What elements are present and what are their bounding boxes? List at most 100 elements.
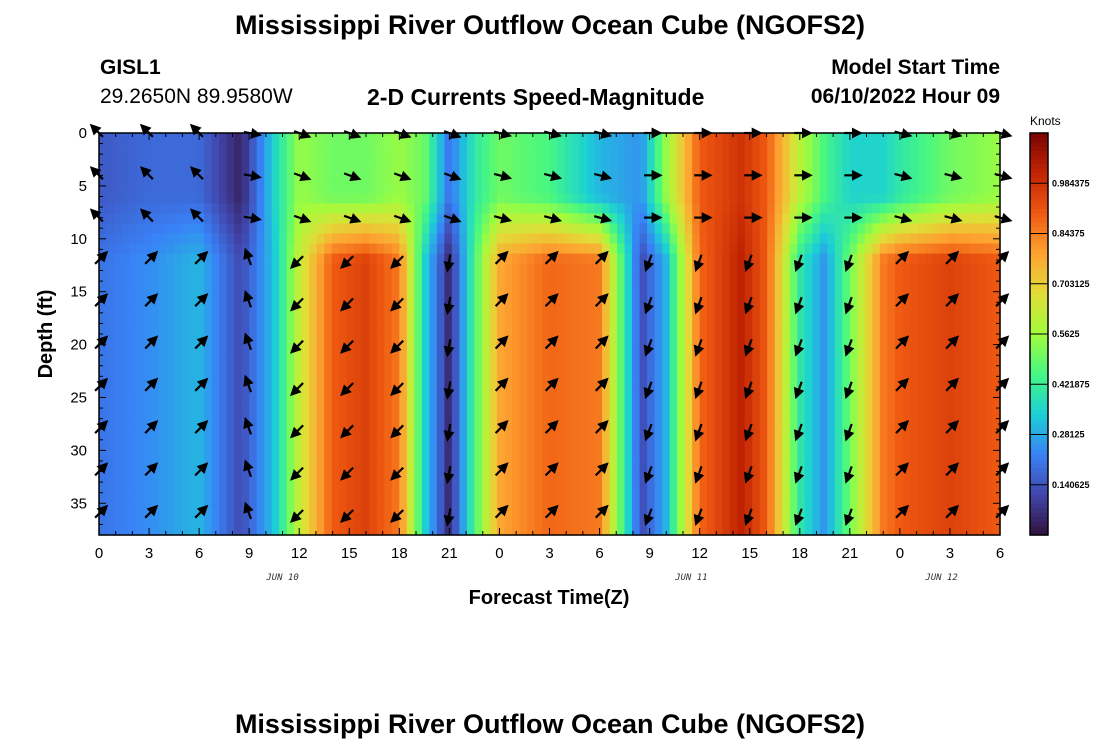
heatmap-cell xyxy=(249,163,258,174)
heatmap-cell xyxy=(564,303,573,315)
heatmap-cell xyxy=(969,504,979,516)
heatmap-cell xyxy=(181,303,190,315)
heatmap-cell xyxy=(181,334,190,345)
heatmap-cell xyxy=(114,484,123,496)
heatmap-cell xyxy=(887,303,896,315)
heatmap-cell xyxy=(722,464,731,476)
heatmap-cell xyxy=(489,454,498,466)
heatmap-cell xyxy=(549,414,558,426)
heatmap-cell xyxy=(294,163,303,174)
heatmap-cell xyxy=(144,283,153,295)
current-vector-arrow xyxy=(543,170,563,182)
heatmap-cell xyxy=(391,414,400,426)
heatmap-cell xyxy=(977,183,986,194)
heatmap-cell xyxy=(241,434,250,446)
heatmap-cell xyxy=(632,384,641,395)
current-vector-arrow xyxy=(743,339,755,357)
heatmap-cell xyxy=(406,434,415,446)
heatmap-cell xyxy=(842,364,851,375)
heatmap-cell xyxy=(647,203,656,214)
heatmap-cell xyxy=(609,374,618,385)
heatmap-cell xyxy=(331,474,340,486)
heatmap-cell xyxy=(654,464,663,476)
heatmap-cell xyxy=(286,303,295,315)
heatmap-cell xyxy=(316,323,325,335)
heatmap-cell xyxy=(827,213,836,225)
current-vector-arrow xyxy=(743,466,755,484)
heatmap-cell xyxy=(354,243,363,255)
heatmap-cell xyxy=(849,484,858,496)
heatmap-cell xyxy=(557,163,566,174)
heatmap-cell xyxy=(722,273,731,285)
heatmap-cell xyxy=(887,233,896,245)
heatmap-cell xyxy=(722,183,731,194)
heatmap-cell xyxy=(339,223,348,235)
heatmap-cell xyxy=(849,203,858,214)
current-vector-arrow xyxy=(494,335,509,350)
heatmap-cell xyxy=(947,374,956,385)
heatmap-cell xyxy=(174,384,183,395)
heatmap-cell xyxy=(692,233,701,245)
heatmap-cell xyxy=(541,163,551,174)
heatmap-cell xyxy=(504,434,513,446)
heatmap-cell xyxy=(992,193,1001,204)
heatmap-cell xyxy=(369,364,378,375)
heatmap-cell xyxy=(924,153,934,164)
heatmap-cell xyxy=(376,424,385,436)
heatmap-cell xyxy=(602,313,611,325)
heatmap-cell xyxy=(504,464,513,476)
heatmap-cell xyxy=(924,273,934,285)
heatmap-cell xyxy=(789,364,798,375)
heatmap-cell xyxy=(677,464,686,476)
heatmap-cell xyxy=(481,414,491,426)
heatmap-cell xyxy=(564,183,573,194)
heatmap-cell xyxy=(594,283,603,295)
heatmap-cell xyxy=(789,404,798,415)
heatmap-cell xyxy=(827,374,836,385)
heatmap-cell xyxy=(271,173,280,184)
heatmap-cell xyxy=(279,213,288,225)
heatmap-cell xyxy=(234,454,243,466)
heatmap-cell xyxy=(361,414,370,426)
heatmap-cell xyxy=(924,474,934,486)
heatmap-cell xyxy=(421,233,430,245)
heatmap-cell xyxy=(752,253,761,265)
heatmap-cell xyxy=(436,263,445,275)
current-vector-arrow xyxy=(243,416,254,435)
heatmap-cell xyxy=(406,263,415,275)
heatmap-cell xyxy=(136,283,145,295)
heatmap-cell xyxy=(579,334,588,345)
heatmap-cell xyxy=(609,263,618,275)
heatmap-cell xyxy=(984,153,994,164)
heatmap-cell xyxy=(954,464,964,476)
heatmap-cell xyxy=(594,133,603,144)
heatmap-cell xyxy=(699,313,708,325)
heatmap-cell xyxy=(136,524,145,536)
heatmap-cell xyxy=(309,313,318,325)
heatmap-cell xyxy=(722,414,731,426)
heatmap-cell xyxy=(714,494,723,506)
heatmap-cell xyxy=(902,364,911,375)
heatmap-cell xyxy=(316,153,325,164)
heatmap-cell xyxy=(557,143,566,154)
heatmap-cell xyxy=(121,454,130,466)
heatmap-cell xyxy=(331,374,340,385)
heatmap-cell xyxy=(902,253,911,265)
heatmap-cell xyxy=(939,404,949,415)
heatmap-cell xyxy=(579,233,588,245)
heatmap-cell xyxy=(459,394,468,405)
heatmap-cell xyxy=(144,133,153,144)
heatmap-cell xyxy=(211,444,220,456)
heatmap-cell xyxy=(947,344,956,355)
heatmap-cell xyxy=(684,364,693,375)
heatmap-cell xyxy=(159,273,168,285)
heatmap-cell xyxy=(932,514,941,526)
heatmap-cell xyxy=(714,283,723,295)
heatmap-cell xyxy=(264,424,273,436)
heatmap-cell xyxy=(511,153,521,164)
heatmap-cell xyxy=(977,344,986,355)
heatmap-cell xyxy=(264,394,273,405)
heatmap-cell xyxy=(279,484,288,496)
heatmap-cell xyxy=(579,454,588,466)
heatmap-cell xyxy=(789,323,798,335)
